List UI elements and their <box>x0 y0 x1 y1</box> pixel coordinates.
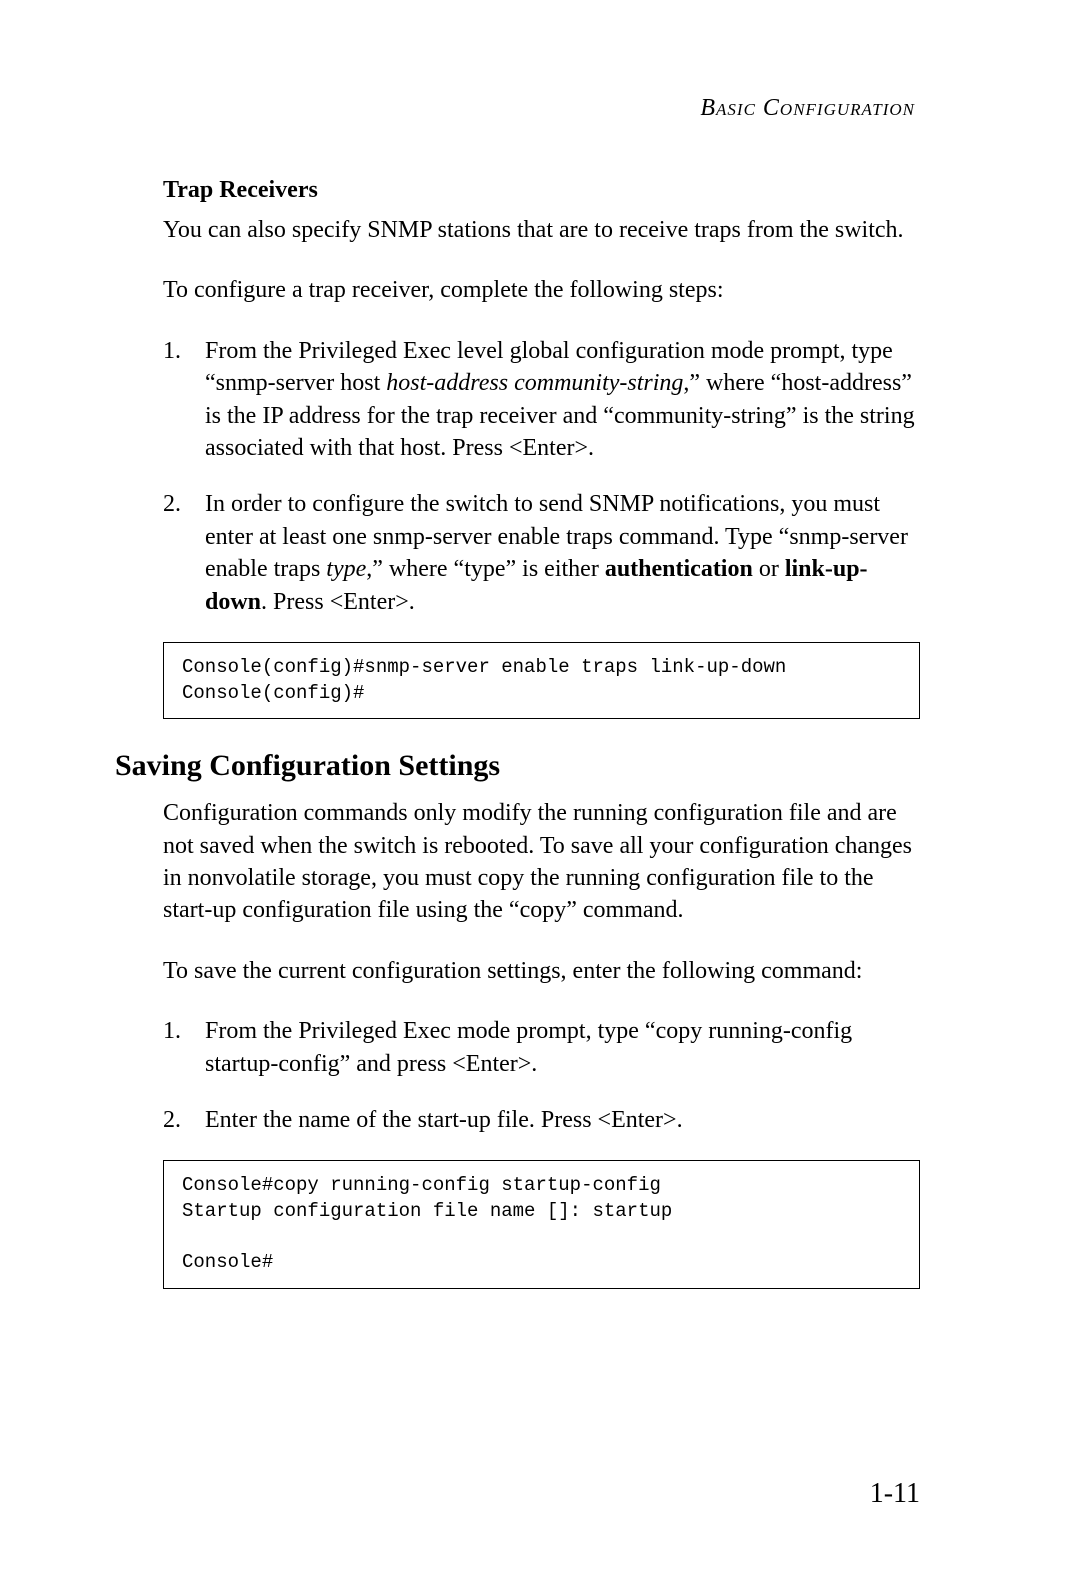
page-number: 1-11 <box>870 1478 920 1510</box>
step-italic: type <box>326 556 366 582</box>
page-header: Basic Configuration <box>115 95 920 122</box>
list-item: Enter the name of the start-up file. Pre… <box>163 1104 920 1136</box>
console-output: Console#copy running-config startup-conf… <box>163 1160 920 1289</box>
step-italic: host-address community-string <box>386 370 683 396</box>
step-text: ,” where “type” is either <box>366 556 605 582</box>
list-item: In order to configure the switch to send… <box>163 488 920 618</box>
step-bold: authentication <box>605 556 753 582</box>
document-page: Basic Configuration Trap Receivers You c… <box>0 0 1080 1570</box>
console-output: Console(config)#snmp-server enable traps… <box>163 642 920 719</box>
list-item: From the Privileged Exec mode prompt, ty… <box>163 1015 920 1080</box>
step-text: or <box>753 556 785 582</box>
save-steps-list: From the Privileged Exec mode prompt, ty… <box>163 1015 920 1136</box>
paragraph: To configure a trap receiver, complete t… <box>163 274 920 306</box>
list-item: From the Privileged Exec level global co… <box>163 335 920 465</box>
trap-steps-list: From the Privileged Exec level global co… <box>163 335 920 618</box>
paragraph: You can also specify SNMP stations that … <box>163 214 920 246</box>
paragraph: To save the current configuration settin… <box>163 955 920 987</box>
step-text: . Press <Enter>. <box>261 589 415 615</box>
paragraph: Configuration commands only modify the r… <box>163 797 920 927</box>
saving-config-heading: Saving Configuration Settings <box>115 749 920 783</box>
trap-receivers-heading: Trap Receivers <box>163 177 920 204</box>
